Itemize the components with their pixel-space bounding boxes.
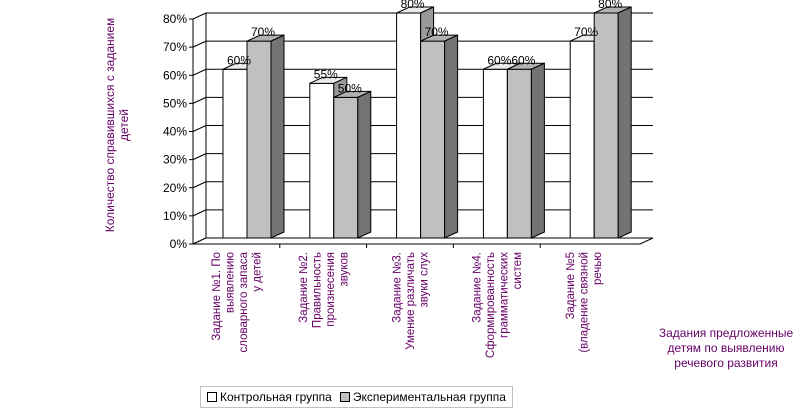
- bar-experimental-2: [333, 90, 372, 239]
- y-tick-label: 20%: [163, 181, 187, 195]
- legend-label-experimental: Экспериментальная группа: [352, 390, 506, 404]
- data-label-experimental-2: 50%: [338, 81, 362, 95]
- data-label-experimental-4: 60%: [511, 53, 535, 67]
- legend: Контрольная группа Экспериментальная гру…: [200, 386, 513, 408]
- y-tick-label: 10%: [163, 209, 187, 223]
- legend-label-control: Контрольная группа: [220, 390, 332, 404]
- y-tick-label: 40%: [163, 125, 187, 139]
- gridline-slant: [192, 40, 207, 48]
- chart-floor: [192, 237, 654, 245]
- y-tick-label: 0%: [170, 237, 188, 251]
- y-tick-label: 70%: [163, 40, 187, 54]
- data-labels: 60%70%55%50%80%70%60% 60%70%80%: [227, 0, 623, 95]
- legend-item-experimental: Экспериментальная группа: [339, 390, 506, 404]
- y-axis-ticks: 0% 10% 20% 30% 40% 50% 60% 70% 80%: [163, 12, 193, 251]
- gridline-slant: [192, 181, 207, 189]
- y-tick-label: 80%: [163, 12, 187, 26]
- gridline-slant: [192, 125, 207, 132]
- category-label-2: Задание №2. Правильность произнесения звуко…: [298, 252, 351, 328]
- data-label-control-4: 60%: [487, 53, 511, 67]
- floor-plane: [192, 237, 654, 245]
- gridline-slant: [192, 209, 207, 217]
- category-label-4: Задание №4. Сформированность грамматически…: [472, 252, 525, 358]
- data-label-experimental-1: 70%: [251, 25, 275, 39]
- y-axis-title: Количество справившихся с заданиемдетей: [103, 18, 131, 233]
- data-label-control-1: 60%: [227, 53, 251, 67]
- bars: [222, 6, 632, 248]
- category-label-5: Задание №5 (владение связной речью: [565, 252, 604, 353]
- data-label-experimental-5: 80%: [598, 0, 622, 11]
- y-tick-label: 60%: [163, 68, 187, 82]
- x-axis-title: Задания предложенные детям по выявлению ре…: [659, 326, 794, 370]
- data-label-control-3: 80%: [401, 0, 425, 11]
- legend-swatch-experimental: [339, 392, 350, 402]
- bar-experimental-3: [420, 34, 459, 239]
- data-label-control-2: 55%: [314, 67, 338, 81]
- y-tick-label: 30%: [163, 153, 187, 167]
- data-label-experimental-3: 70%: [425, 25, 449, 39]
- category-labels: Задание №1. По выявлению словарного запаса…: [211, 251, 604, 358]
- gridline-slant: [192, 12, 207, 20]
- bar-experimental-4: [506, 62, 545, 239]
- gridline-slant: [192, 68, 207, 76]
- gridline-slant: [192, 96, 207, 104]
- legend-item-control: Контрольная группа: [207, 390, 332, 404]
- category-label-1: Задание №1. По выявлению словарного запаса…: [211, 251, 264, 352]
- data-label-control-5: 70%: [574, 25, 598, 39]
- bar-experimental-1: [246, 34, 285, 239]
- y-tick-label: 50%: [163, 96, 187, 110]
- bar-experimental-5: [593, 6, 632, 239]
- category-label-3: Задание №3. Умение различать звуки слух: [392, 252, 431, 350]
- legend-swatch-control: [207, 392, 217, 402]
- gridline-slant: [192, 153, 207, 161]
